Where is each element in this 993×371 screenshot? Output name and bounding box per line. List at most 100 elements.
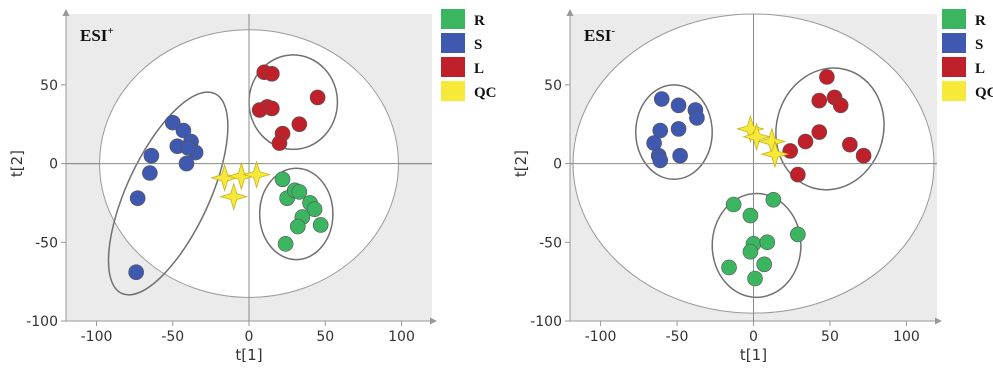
x-tick-label: 0 <box>749 329 758 345</box>
point-r <box>765 191 782 208</box>
x-tick-label: -100 <box>585 329 617 345</box>
point-s <box>180 140 196 156</box>
point-r <box>721 259 737 276</box>
y-tick-label: 50 <box>40 78 58 94</box>
y-tick-label: -100 <box>530 314 562 330</box>
x-axis-label: t[1] <box>740 346 767 364</box>
point-s <box>652 122 669 139</box>
group-ellipse <box>711 192 802 299</box>
point-s <box>129 190 146 206</box>
point-r <box>790 226 806 243</box>
point-s <box>164 114 181 131</box>
y-tick-label: -100 <box>26 314 58 330</box>
panel-label: ESI- <box>584 25 615 45</box>
x-tick-label: 50 <box>821 329 839 345</box>
legend-swatch-qc <box>942 81 966 101</box>
esi-negative-score-plot: -100 -50 0 50 100 -100 -50 0 50 t[1] t[2] ESI- RSL QC <box>512 9 993 364</box>
point-s <box>653 91 670 107</box>
x-tick-label: 50 <box>316 329 334 345</box>
point-r <box>747 270 763 287</box>
point-l <box>291 116 308 133</box>
y-tick-label: -50 <box>35 235 58 251</box>
panel-label-text: ESI <box>80 26 108 45</box>
point-s <box>142 165 158 181</box>
point-r <box>291 184 308 200</box>
point-qc <box>219 182 249 212</box>
y-tick-label: 0 <box>49 157 58 173</box>
y-axis-arrow <box>566 9 574 16</box>
point-l <box>855 147 872 164</box>
legend-label-r: R <box>975 13 986 29</box>
panel-label: ESI+ <box>80 25 114 45</box>
point-r <box>274 171 291 188</box>
legend-swatch-r <box>441 9 465 29</box>
point-r <box>312 217 329 233</box>
y-tick-label: 0 <box>553 157 562 173</box>
y-tick-label: -50 <box>539 235 562 251</box>
y-axis-label: t[2] <box>512 150 530 177</box>
legend-swatch-s <box>441 33 465 53</box>
legend-swatch-qc <box>441 81 465 101</box>
y-axis-label: t[2] <box>8 150 26 177</box>
point-l <box>811 124 828 140</box>
group-ellipse <box>107 91 229 296</box>
legend-label-r: R <box>474 13 485 29</box>
legend-label-l: L <box>474 61 484 77</box>
x-tick-label: 100 <box>388 329 415 345</box>
point-l <box>782 143 799 159</box>
x-tick-label: -50 <box>666 329 689 345</box>
point-qc <box>760 139 790 169</box>
esi-positive-score-plot: -100 -50 0 50 100 -100 -50 0 50 t[1] t[2] ESI+ RSL QC <box>8 9 497 364</box>
point-s <box>670 97 687 114</box>
x-tick-label: -100 <box>81 329 113 345</box>
group-ellipse <box>635 84 713 181</box>
legend-swatch-l <box>942 57 966 77</box>
point-l <box>790 166 806 183</box>
y-tick-label: 50 <box>544 78 562 94</box>
point-r <box>759 234 776 251</box>
point-l <box>832 97 849 114</box>
legend-swatch-l <box>441 57 465 77</box>
point-s <box>178 155 195 172</box>
x-axis-label: t[1] <box>235 346 262 364</box>
legend-label-l: L <box>975 61 985 77</box>
x-tick-label: 100 <box>893 329 920 345</box>
point-s <box>143 147 160 164</box>
point-r <box>725 196 742 213</box>
legend-swatch-s <box>942 33 966 53</box>
y-axis-arrow <box>62 9 70 16</box>
x-axis-arrow <box>935 317 942 325</box>
legend-label-qc: QC <box>975 85 993 101</box>
legend-label-s: S <box>975 37 983 53</box>
x-tick-label: -50 <box>161 329 184 345</box>
group-ellipse <box>258 167 334 261</box>
point-l <box>264 66 280 82</box>
x-axis-arrow <box>430 317 437 325</box>
point-l <box>819 69 835 85</box>
point-r <box>756 256 773 273</box>
point-r <box>742 207 759 224</box>
point-qc <box>242 160 272 189</box>
point-s <box>128 264 144 280</box>
legend-label-s: S <box>474 37 482 53</box>
point-s <box>672 147 688 164</box>
point-r <box>289 218 306 235</box>
point-l <box>271 135 288 151</box>
point-s <box>670 121 687 137</box>
point-l <box>842 136 858 153</box>
panel-label-text: ESI <box>584 26 612 45</box>
point-l <box>251 102 268 118</box>
point-s <box>175 122 192 139</box>
point-qc <box>742 122 771 152</box>
panel-label-superscript: + <box>107 25 113 37</box>
point-l <box>811 92 828 109</box>
point-s <box>652 152 669 169</box>
point-r <box>742 243 759 260</box>
point-l <box>309 89 326 106</box>
x-tick-label: 0 <box>245 329 254 345</box>
panel-label-superscript: - <box>611 25 615 37</box>
point-s <box>689 110 705 126</box>
point-l <box>797 133 814 150</box>
legend-swatch-r <box>942 9 966 29</box>
